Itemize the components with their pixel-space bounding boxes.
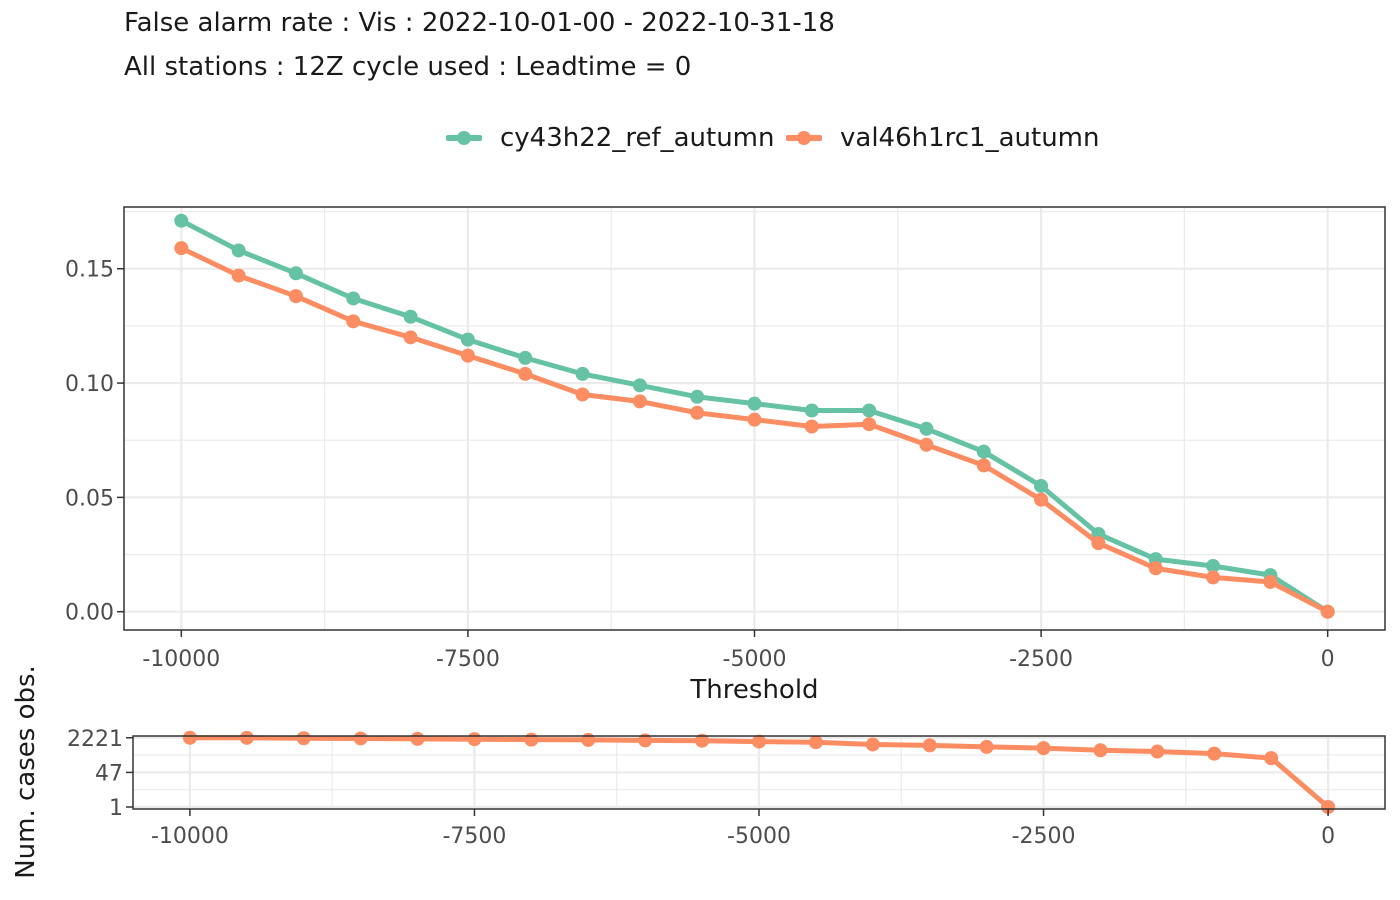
x-tick-label: -2500 (1012, 824, 1076, 849)
data-point-cy43h22_ref_autumn (1034, 478, 1049, 493)
data-point-val46h1rc1_autumn (1263, 574, 1278, 589)
data-point-val46h1rc1_autumn (460, 348, 475, 363)
x-axis-title: Threshold (689, 675, 818, 705)
data-point-cy43h22_ref_autumn (346, 291, 361, 306)
data-point-val46h1rc1_autumn (808, 735, 823, 750)
data-point-val46h1rc1_autumn (1150, 744, 1165, 759)
legend-key-val46h1rc1 (784, 120, 824, 156)
data-point-val46h1rc1_autumn (922, 738, 937, 753)
data-point-val46h1rc1_autumn (1207, 746, 1222, 761)
data-point-val46h1rc1_autumn (346, 314, 361, 329)
data-point-val46h1rc1_autumn (239, 730, 254, 745)
data-point-cy43h22_ref_autumn (460, 332, 475, 347)
data-point-cy43h22_ref_autumn (174, 213, 189, 228)
x-tick-label: -10000 (151, 824, 229, 849)
data-point-val46h1rc1_autumn (1320, 604, 1335, 619)
data-point-val46h1rc1_autumn (182, 730, 197, 745)
y-axis-title: Num. cases obs. (11, 665, 41, 879)
data-point-cy43h22_ref_autumn (518, 350, 533, 365)
data-point-cy43h22_ref_autumn (575, 366, 590, 381)
data-point-val46h1rc1_autumn (1148, 561, 1163, 576)
data-point-val46h1rc1_autumn (865, 737, 880, 752)
data-point-cy43h22_ref_autumn (632, 378, 647, 393)
data-point-val46h1rc1_autumn (747, 412, 762, 427)
data-point-val46h1rc1_autumn (979, 739, 994, 754)
data-point-cy43h22_ref_autumn (231, 243, 246, 258)
data-point-val46h1rc1_autumn (410, 731, 425, 746)
x-tick-label: 0 (1321, 647, 1335, 672)
data-point-val46h1rc1_autumn (467, 732, 482, 747)
legend-item-cy43h22: cy43h22_ref_autumn (444, 120, 775, 156)
y-tick-label: 0.05 (65, 486, 114, 511)
data-point-val46h1rc1_autumn (862, 417, 877, 432)
data-point-val46h1rc1_autumn (518, 366, 533, 381)
x-tick-label: 0 (1321, 824, 1335, 849)
x-tick-label: -5000 (723, 647, 787, 672)
data-point-cy43h22_ref_autumn (862, 403, 877, 418)
y-tick-label: 2221 (67, 727, 123, 752)
data-point-val46h1rc1_autumn (1036, 741, 1051, 756)
data-point-val46h1rc1_autumn (575, 387, 590, 402)
data-point-val46h1rc1_autumn (288, 289, 303, 304)
y-tick-label: 0.00 (65, 601, 114, 626)
y-tick-label: 0.15 (65, 258, 114, 283)
legend-label-cy43h22: cy43h22_ref_autumn (500, 123, 775, 153)
data-point-cy43h22_ref_autumn (1206, 558, 1221, 573)
chart-title: False alarm rate : Vis : 2022-10-01-00 -… (124, 8, 835, 38)
data-point-cy43h22_ref_autumn (403, 309, 418, 324)
data-point-val46h1rc1_autumn (976, 458, 991, 473)
data-point-val46h1rc1_autumn (1034, 492, 1049, 507)
x-tick-label: -5000 (727, 824, 791, 849)
x-tick-label: -7500 (442, 824, 506, 849)
data-point-val46h1rc1_autumn (1091, 536, 1106, 551)
data-point-val46h1rc1_autumn (353, 731, 368, 746)
data-point-cy43h22_ref_autumn (747, 396, 762, 411)
data-point-val46h1rc1_autumn (1206, 570, 1221, 585)
y-tick-label: 0.10 (65, 372, 114, 397)
data-point-cy43h22_ref_autumn (919, 421, 934, 436)
y-tick-label: 47 (95, 761, 123, 786)
x-tick-label: -2500 (1009, 647, 1073, 672)
data-point-val46h1rc1_autumn (1264, 751, 1279, 766)
data-point-val46h1rc1_autumn (1321, 799, 1336, 814)
x-tick-label: -7500 (436, 647, 500, 672)
y-tick-label: 1 (109, 796, 123, 821)
data-point-val46h1rc1_autumn (296, 731, 311, 746)
data-point-val46h1rc1_autumn (638, 733, 653, 748)
data-point-val46h1rc1_autumn (524, 732, 539, 747)
data-point-val46h1rc1_autumn (804, 419, 819, 434)
legend-label-val46h1rc1: val46h1rc1_autumn (840, 123, 1100, 153)
data-point-val46h1rc1_autumn (231, 268, 246, 283)
data-point-val46h1rc1_autumn (1093, 743, 1108, 758)
data-point-val46h1rc1_autumn (752, 734, 766, 749)
data-point-val46h1rc1_autumn (690, 405, 705, 420)
legend-key-cy43h22 (444, 120, 484, 156)
x-tick-label: -10000 (142, 647, 220, 672)
legend-item-val46h1rc1: val46h1rc1_autumn (784, 120, 1100, 156)
data-point-cy43h22_ref_autumn (690, 389, 705, 404)
data-point-val46h1rc1_autumn (695, 733, 710, 748)
data-point-val46h1rc1_autumn (919, 437, 934, 452)
data-point-val46h1rc1_autumn (403, 330, 418, 345)
data-point-cy43h22_ref_autumn (976, 444, 991, 459)
data-point-cy43h22_ref_autumn (288, 266, 303, 281)
data-point-val46h1rc1_autumn (581, 732, 596, 747)
data-point-val46h1rc1_autumn (632, 394, 647, 409)
chart-subtitle: All stations : 12Z cycle used : Leadtime… (124, 52, 692, 82)
legend: cy43h22_ref_autumn val46h1rc1_autumn (0, 120, 1400, 156)
data-point-val46h1rc1_autumn (174, 241, 189, 256)
data-point-cy43h22_ref_autumn (804, 403, 819, 418)
